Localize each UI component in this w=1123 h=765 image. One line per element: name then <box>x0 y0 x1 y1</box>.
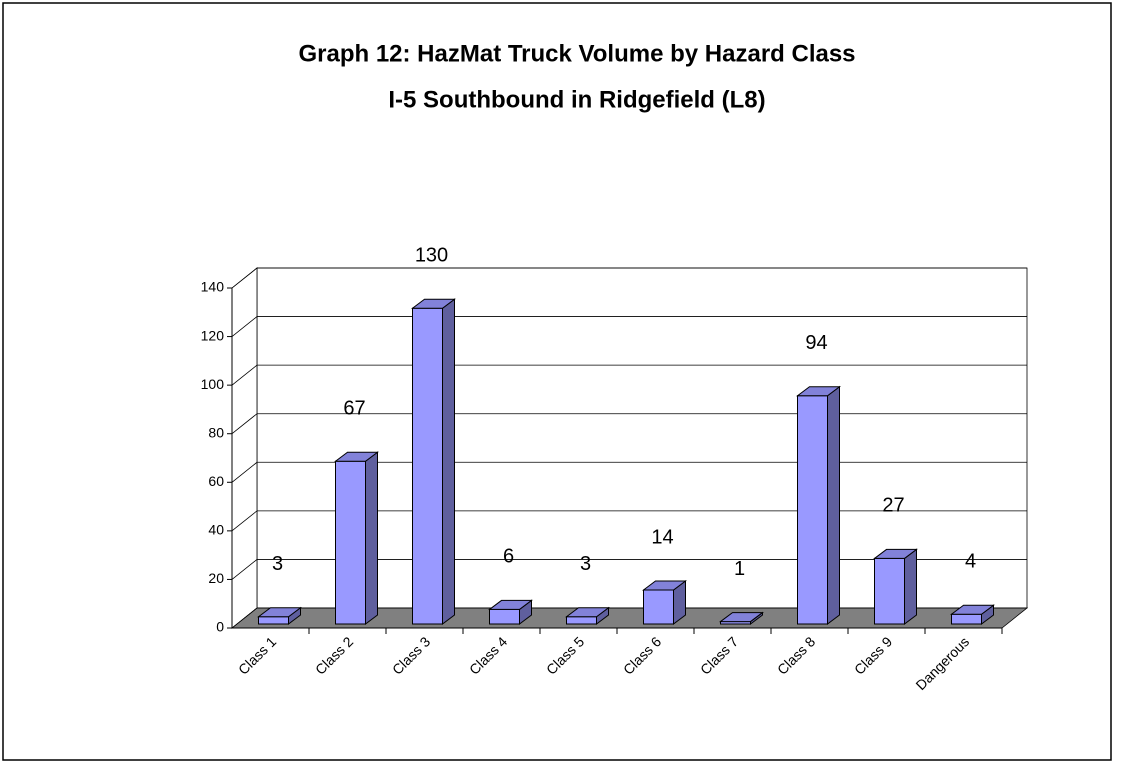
side-wall <box>231 267 258 629</box>
chart-subtitle: I-5 Southbound in Ridgefield (L8) <box>388 86 765 113</box>
y-tick-label: 0 <box>216 619 224 635</box>
bar-front <box>874 557 905 625</box>
bar-top <box>873 548 918 559</box>
bar-front <box>335 460 366 625</box>
grid-line <box>231 510 1027 532</box>
bar <box>719 611 764 625</box>
bar <box>488 599 533 625</box>
bar <box>873 548 918 625</box>
grid-line <box>231 461 1027 483</box>
bar-front <box>797 395 828 625</box>
value-label: 3 <box>272 553 283 575</box>
bar-top <box>257 607 302 618</box>
bar-front <box>258 616 289 625</box>
bar-front <box>566 616 597 625</box>
bar-top <box>565 607 610 618</box>
bar-top <box>488 599 533 610</box>
bar-top <box>719 612 764 623</box>
grid-line <box>231 267 1027 289</box>
value-label: 67 <box>343 398 365 420</box>
bar-side <box>827 385 840 625</box>
grid-line <box>231 413 1027 435</box>
bar-top <box>411 298 456 309</box>
bar-top <box>642 580 687 591</box>
value-label: 3 <box>580 553 591 575</box>
bar <box>796 385 841 625</box>
y-tick-label: 40 <box>208 522 224 538</box>
grid-line <box>231 607 1027 629</box>
bar-side <box>904 548 917 625</box>
bar-front <box>643 589 674 625</box>
bar-top <box>796 386 841 397</box>
bar <box>565 606 610 625</box>
bar-front <box>412 307 443 625</box>
grid-line <box>231 364 1027 386</box>
y-tick-label: 20 <box>208 570 224 586</box>
value-label: 14 <box>651 526 673 548</box>
y-tick-label: 60 <box>208 473 224 489</box>
bar <box>950 604 995 625</box>
bar <box>642 580 687 625</box>
value-label: 27 <box>882 495 904 517</box>
bar-top <box>950 604 995 615</box>
y-tick-label: 140 <box>201 279 225 295</box>
bar <box>411 298 456 625</box>
value-label: 130 <box>415 245 448 267</box>
y-tick-label: 120 <box>201 327 225 343</box>
bar <box>257 606 302 625</box>
bar-front <box>951 613 982 625</box>
bar-front <box>489 608 520 625</box>
grid-line <box>231 316 1027 337</box>
y-tick-label: 100 <box>201 376 225 392</box>
value-label: 6 <box>503 546 514 568</box>
bar-side <box>442 298 455 625</box>
value-label: 1 <box>734 558 745 580</box>
y-tick-label: 80 <box>208 424 224 440</box>
chart-title: Graph 12: HazMat Truck Volume by Hazard … <box>298 40 855 67</box>
grid-line <box>231 559 1027 580</box>
bar <box>334 451 379 625</box>
value-label: 4 <box>965 551 976 573</box>
bar-top <box>334 451 379 462</box>
bar-side <box>365 451 378 625</box>
value-label: 94 <box>805 332 827 354</box>
